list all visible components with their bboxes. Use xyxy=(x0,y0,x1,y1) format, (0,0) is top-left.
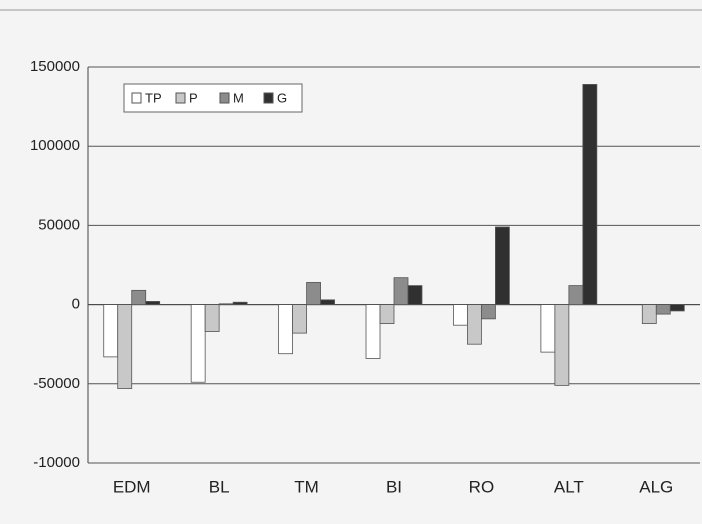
bar xyxy=(554,304,570,386)
bar xyxy=(117,304,133,389)
bar xyxy=(365,304,381,359)
x-tick-label: ALG xyxy=(639,477,673,496)
bar xyxy=(103,304,119,358)
y-tick-label: -10000 xyxy=(33,454,80,471)
x-tick-label: RO xyxy=(469,477,495,496)
legend-swatch xyxy=(219,92,230,104)
bar xyxy=(453,304,468,326)
legend-label: M xyxy=(233,90,244,105)
bar xyxy=(495,226,510,305)
y-tick-label: 150000 xyxy=(30,58,80,75)
bar xyxy=(292,304,307,334)
bar xyxy=(218,303,234,306)
bar xyxy=(306,282,321,306)
y-tick-label: 100000 xyxy=(30,137,80,154)
bar xyxy=(232,301,248,305)
bar xyxy=(540,304,556,353)
legend-swatch xyxy=(175,92,186,104)
bar xyxy=(190,304,206,383)
bar xyxy=(278,304,293,355)
y-tick-label: -50000 xyxy=(33,375,80,392)
bar xyxy=(481,304,496,320)
y-tick-label: 0 xyxy=(72,296,80,313)
bar xyxy=(582,84,598,305)
legend-swatch xyxy=(131,92,142,104)
bar xyxy=(131,289,147,305)
bar xyxy=(393,277,409,305)
x-tick-label: ALT xyxy=(554,477,584,496)
bar xyxy=(568,285,584,306)
legend-swatch xyxy=(263,92,274,104)
bar xyxy=(145,301,161,306)
bar xyxy=(407,285,423,306)
x-tick-label: TM xyxy=(294,477,319,496)
x-tick-label: BL xyxy=(209,477,230,496)
legend-label: G xyxy=(277,90,287,105)
bar xyxy=(467,304,482,345)
x-tick-label: BI xyxy=(386,477,402,496)
y-tick-label: 50000 xyxy=(38,216,80,233)
legend-label: TP xyxy=(145,90,162,105)
bar xyxy=(320,299,335,305)
bar xyxy=(379,304,395,325)
bar xyxy=(641,304,657,325)
bar xyxy=(669,304,685,312)
x-tick-label: EDM xyxy=(113,477,151,496)
bar xyxy=(655,304,671,315)
legend-label: P xyxy=(189,90,198,105)
bar xyxy=(204,304,220,332)
